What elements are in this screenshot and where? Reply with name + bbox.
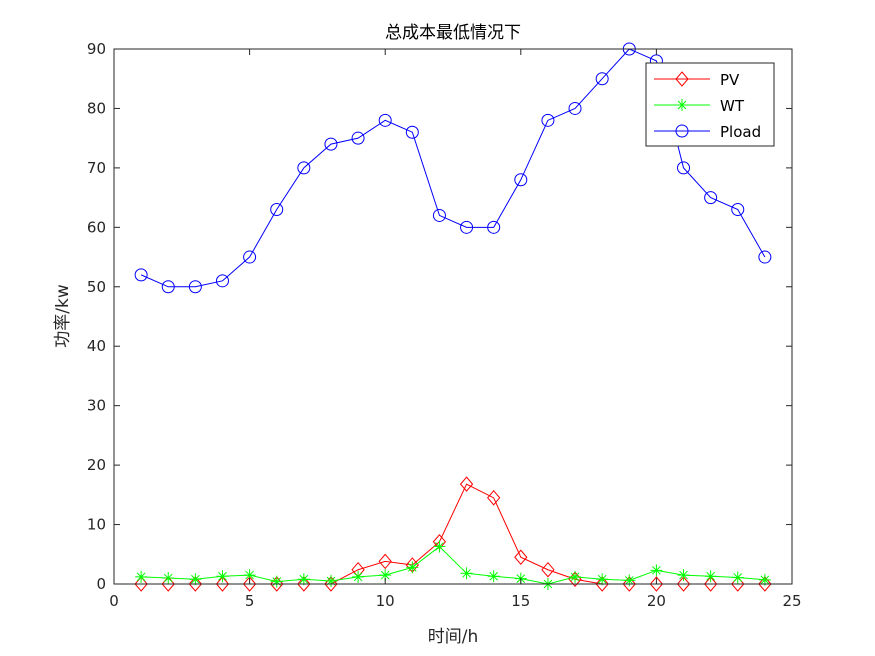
data-point-pv	[297, 576, 311, 592]
y-axis-ticks: 0 10 20 30 40 50 60 70 80 90	[87, 40, 792, 593]
y-tick-label: 50	[87, 278, 106, 296]
y-tick-label: 10	[87, 516, 106, 534]
data-point-wt	[731, 571, 744, 584]
data-point-pload	[731, 203, 745, 216]
data-point-pv	[703, 576, 718, 592]
data-point-wt	[162, 572, 175, 585]
data-point-wt	[487, 570, 500, 583]
x-tick-label: 20	[647, 592, 666, 610]
data-point-pload	[405, 125, 419, 139]
data-point-pload	[432, 208, 446, 222]
data-point-pload	[351, 131, 365, 145]
legend-marker-wt	[676, 99, 688, 111]
legend-marker-pload	[675, 124, 689, 138]
legend-label-wt: WT	[720, 97, 745, 115]
data-point-pv	[215, 576, 230, 592]
data-point-pload	[758, 250, 772, 264]
data-point-pv	[514, 549, 528, 566]
data-point-wt	[704, 570, 717, 583]
data-point-pv	[459, 476, 474, 492]
x-axis-title: 时间/h	[428, 627, 479, 647]
legend-entry-pload: Pload	[654, 123, 761, 141]
x-tick-label: 25	[782, 592, 801, 610]
data-point-wt	[352, 570, 365, 583]
x-tick-label: 5	[245, 592, 255, 610]
data-point-wt	[189, 573, 202, 586]
y-tick-label: 40	[87, 337, 106, 355]
y-tick-label: 20	[87, 456, 106, 474]
data-point-wt	[623, 574, 636, 587]
x-tick-label: 10	[376, 592, 395, 610]
data-point-pv	[758, 576, 772, 592]
data-point-pload	[270, 203, 284, 216]
data-point-wt	[216, 570, 229, 583]
legend-marker-pv	[675, 71, 689, 87]
y-tick-label: 90	[87, 40, 106, 58]
data-point-pload	[297, 161, 311, 175]
y-tick-label: 0	[96, 575, 106, 593]
data-point-pv	[188, 576, 203, 592]
data-point-pload	[378, 113, 392, 127]
data-point-pload	[677, 161, 691, 175]
data-point-pload	[568, 101, 582, 115]
y-tick-label: 60	[87, 218, 106, 236]
legend-entry-wt: WT	[654, 97, 745, 115]
legend-entry-pv: PV	[654, 71, 740, 89]
x-tick-label: 0	[109, 592, 119, 610]
x-tick-label: 15	[511, 592, 530, 610]
data-point-pv	[541, 561, 555, 578]
chart-title: 总成本最低情况下	[385, 23, 521, 43]
y-tick-label: 70	[87, 159, 106, 177]
data-point-wt	[650, 564, 663, 577]
data-point-pv	[676, 576, 691, 592]
data-point-pload	[704, 191, 718, 205]
data-point-pload	[514, 173, 528, 187]
data-point-wt	[677, 569, 690, 582]
data-point-pv	[595, 576, 609, 592]
data-point-pload	[134, 268, 148, 282]
data-point-wt	[135, 570, 148, 583]
data-point-wt	[379, 569, 392, 582]
data-point-pv	[378, 553, 392, 570]
data-point-wt	[433, 540, 446, 553]
data-point-wt	[596, 573, 609, 586]
plot-frame	[113, 48, 793, 585]
data-point-pv	[487, 490, 501, 506]
y-tick-label: 30	[87, 397, 106, 415]
data-point-wt	[406, 561, 419, 574]
data-point-pload	[215, 274, 229, 288]
data-point-wt	[758, 573, 771, 586]
data-point-wt	[297, 573, 310, 586]
data-point-pload	[595, 72, 609, 86]
data-point-pv	[134, 576, 148, 592]
data-point-wt	[243, 569, 256, 582]
x-axis-ticks: 0 5 10 15 20 25	[109, 49, 802, 610]
y-axis-title: 功率/kw	[53, 284, 73, 348]
data-point-pload	[188, 280, 202, 294]
data-point-pload	[324, 137, 338, 151]
data-point-pload	[243, 250, 257, 264]
data-point-pload	[161, 280, 175, 294]
data-point-pv	[731, 576, 745, 592]
series-wt	[135, 540, 771, 590]
data-point-wt	[324, 575, 337, 588]
y-tick-label: 80	[87, 99, 106, 117]
data-point-pv	[324, 576, 338, 592]
data-point-pv	[242, 576, 257, 592]
data-point-wt	[270, 575, 283, 588]
legend: PV WT Pload	[645, 62, 775, 147]
legend-label-pv: PV	[720, 71, 740, 89]
data-point-pload	[487, 220, 501, 234]
legend-label-pload: Pload	[720, 123, 761, 141]
data-point-pv	[622, 576, 636, 592]
data-point-pv	[649, 576, 664, 592]
data-point-wt	[569, 570, 582, 583]
data-point-wt	[460, 567, 473, 580]
data-point-pload	[541, 113, 555, 127]
data-point-pload	[460, 220, 474, 234]
